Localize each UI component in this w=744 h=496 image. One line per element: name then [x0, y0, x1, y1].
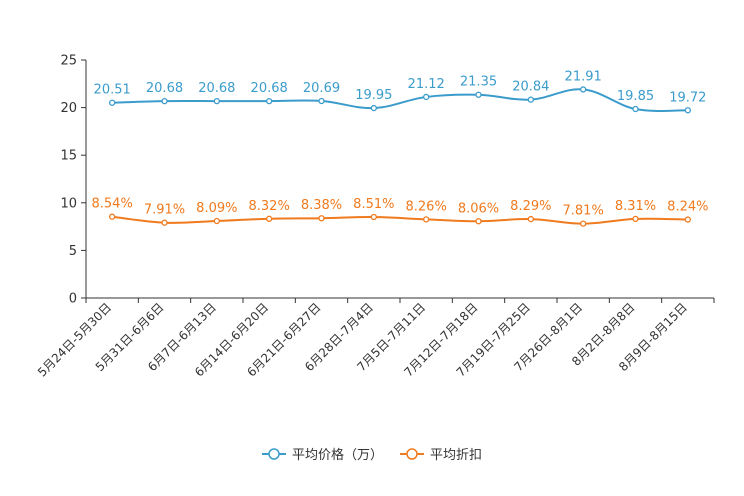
- y-tick-label: 20: [60, 101, 77, 116]
- data-point[interactable]: [266, 97, 273, 105]
- data-label: 8.29%: [510, 199, 551, 214]
- data-point[interactable]: [161, 219, 168, 226]
- data-point[interactable]: [527, 215, 534, 223]
- legend-circle-marker: [406, 448, 418, 460]
- data-label: 21.35: [460, 75, 497, 90]
- legend-label: 平均折扣: [430, 448, 482, 463]
- data-point[interactable]: [370, 104, 377, 112]
- series-avg-price: 20.51 20.68 20.68 20.68 20.69 19.95 21.12 21.35…: [94, 69, 706, 114]
- legend-circle-marker: [268, 448, 280, 460]
- data-point[interactable]: [632, 105, 639, 113]
- data-label: 20.69: [303, 81, 340, 96]
- legend-label: 平均价格（万）: [292, 447, 383, 463]
- series-line: [112, 88, 688, 113]
- y-tick-label: 15: [60, 149, 77, 164]
- data-point[interactable]: [475, 218, 482, 225]
- series-layer: 20.51 20.68 20.68 20.68 20.69 19.95 21.12 21.35…: [92, 69, 708, 227]
- data-label: 8.54%: [92, 197, 133, 212]
- data-point[interactable]: [318, 97, 325, 105]
- data-label: 8.32%: [249, 199, 290, 214]
- data-label: 20.68: [198, 81, 235, 96]
- data-label: 8.24%: [667, 200, 708, 215]
- data-label: 20.68: [146, 81, 183, 96]
- data-point[interactable]: [109, 213, 116, 220]
- data-point[interactable]: [580, 86, 587, 93]
- data-point[interactable]: [527, 96, 534, 103]
- legend-item-avg-price[interactable]: 平均价格（万）: [262, 447, 383, 463]
- data-point[interactable]: [213, 217, 220, 225]
- series-avg-discount: 8.54% 7.91% 8.09% 8.32% 8.38% 8.51% 8.26% 8.06%…: [92, 197, 708, 227]
- data-label: 8.31%: [615, 199, 656, 214]
- data-label: 19.95: [355, 88, 392, 103]
- data-label: 8.26%: [406, 199, 447, 214]
- data-point[interactable]: [684, 216, 691, 223]
- data-label: 20.51: [94, 83, 131, 98]
- data-point[interactable]: [632, 215, 639, 223]
- y-tick-label: 0: [69, 292, 77, 307]
- data-label: 8.09%: [196, 201, 237, 216]
- series-line: [112, 215, 688, 225]
- data-point[interactable]: [423, 216, 430, 223]
- data-label: 8.51%: [353, 197, 394, 212]
- data-point[interactable]: [580, 220, 587, 227]
- data-label: 8.06%: [458, 201, 499, 216]
- legend-item-avg-discount[interactable]: 平均折扣: [400, 448, 482, 463]
- data-label: 19.72: [669, 90, 706, 105]
- data-label: 8.38%: [301, 198, 342, 213]
- data-point[interactable]: [161, 97, 168, 105]
- data-label: 21.91: [565, 69, 602, 84]
- data-point[interactable]: [370, 213, 377, 221]
- data-point[interactable]: [109, 99, 116, 106]
- y-tick-label: 25: [60, 54, 77, 69]
- data-label: 7.81%: [563, 204, 604, 219]
- data-label: 19.85: [617, 89, 654, 104]
- data-point[interactable]: [684, 107, 691, 114]
- data-point[interactable]: [213, 97, 220, 105]
- data-point[interactable]: [423, 93, 430, 101]
- data-label: 20.68: [251, 81, 288, 96]
- data-label: 21.12: [408, 77, 445, 92]
- data-point[interactable]: [475, 91, 482, 98]
- y-tick-label: 10: [60, 196, 77, 211]
- data-point[interactable]: [318, 215, 325, 222]
- data-label: 20.84: [512, 80, 549, 95]
- data-point[interactable]: [266, 215, 273, 222]
- legend[interactable]: 平均价格（万） 平均折扣: [262, 447, 482, 463]
- data-label: 7.91%: [144, 203, 185, 218]
- y-tick-label: 5: [69, 244, 77, 259]
